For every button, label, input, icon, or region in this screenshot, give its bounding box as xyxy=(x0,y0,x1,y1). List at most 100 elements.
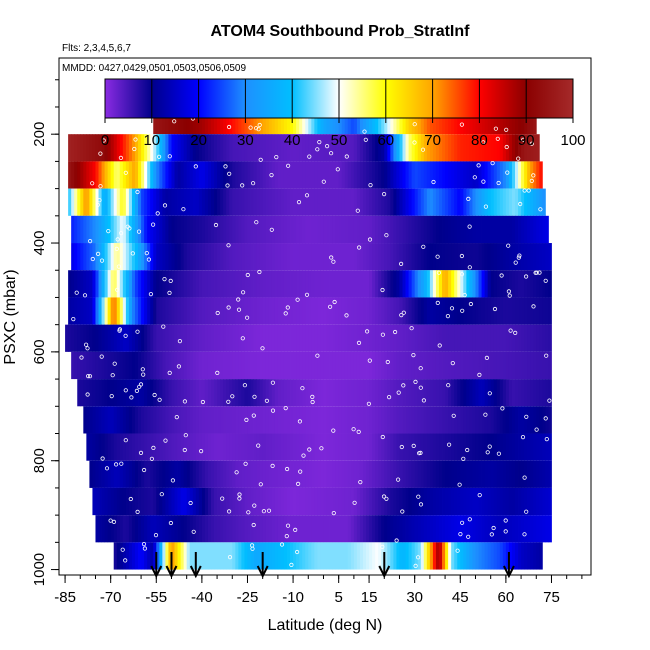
heatmap-cell xyxy=(542,215,546,244)
observation-point xyxy=(261,509,266,514)
heatmap-cell xyxy=(122,542,127,570)
heatmap-cell xyxy=(107,270,112,298)
heatmap-cell xyxy=(131,487,136,516)
heatmap-cell xyxy=(356,161,361,189)
heatmap-cell xyxy=(363,406,367,434)
heatmap-cell xyxy=(83,351,87,380)
heatmap-cell xyxy=(518,243,522,271)
heatmap-cell xyxy=(101,406,105,434)
heatmap-cell xyxy=(308,161,312,189)
observation-point xyxy=(101,138,106,143)
heatmap-cell xyxy=(223,134,227,162)
heatmap-cell xyxy=(207,433,212,461)
heatmap-cell xyxy=(496,188,501,216)
heatmap-cell xyxy=(235,487,239,516)
heatmap-cell xyxy=(487,324,492,352)
heatmap-cell xyxy=(153,134,157,162)
heatmap-cell xyxy=(475,188,479,216)
colorbar-tick-label: 100 xyxy=(560,132,585,149)
heatmap-cell xyxy=(311,351,315,380)
heatmap-cell xyxy=(445,161,449,189)
heatmap-cell xyxy=(414,297,419,325)
heatmap-cell xyxy=(156,460,160,488)
heatmap-cell xyxy=(393,161,397,189)
observation-point xyxy=(243,461,248,466)
observation-point xyxy=(157,154,162,159)
heatmap-cell xyxy=(265,433,270,461)
heatmap-cell xyxy=(390,324,394,352)
heatmap-cell xyxy=(156,379,160,407)
heatmap-cell xyxy=(527,243,531,271)
heatmap-cell xyxy=(156,297,160,325)
x-tick-label: -85 xyxy=(54,589,76,606)
heatmap-cell xyxy=(156,215,160,244)
heatmap-cell xyxy=(460,379,464,407)
heatmap-cell xyxy=(508,161,513,189)
heatmap-cell xyxy=(414,243,419,271)
observation-point xyxy=(182,447,187,453)
heatmap-cell xyxy=(217,324,221,352)
heatmap-cell xyxy=(89,460,93,488)
heatmap-cell xyxy=(98,515,102,543)
heatmap-cell xyxy=(463,487,467,516)
heatmap-cell xyxy=(323,243,327,271)
heatmap-cell xyxy=(323,324,327,352)
observation-point xyxy=(477,372,482,377)
heatmap-cell xyxy=(116,433,121,461)
heatmap-cell xyxy=(417,161,422,189)
heatmap-cell xyxy=(280,351,285,380)
heatmap-cell xyxy=(511,297,516,325)
observation-point xyxy=(162,203,168,208)
heatmap-cell xyxy=(293,215,297,244)
heatmap-cell xyxy=(122,487,127,516)
heatmap-cell xyxy=(429,351,434,380)
heatmap-cell xyxy=(195,243,200,271)
heatmap-cell xyxy=(131,188,136,216)
heatmap-cell xyxy=(256,406,261,434)
heatmap-cell xyxy=(536,542,540,570)
heatmap-cell xyxy=(238,515,242,543)
heatmap-cell xyxy=(253,161,257,189)
heatmap-cell xyxy=(505,433,510,461)
heatmap-cell xyxy=(71,243,75,271)
heatmap-cell xyxy=(162,351,166,380)
heatmap-cell xyxy=(138,134,142,162)
heatmap-cell xyxy=(153,188,157,216)
heatmap-cell xyxy=(493,161,498,189)
heatmap-cell xyxy=(280,433,285,461)
heatmap-cell xyxy=(405,161,409,189)
heatmap-cell xyxy=(396,487,400,516)
heatmap-cell xyxy=(314,460,318,488)
heatmap-cell xyxy=(423,134,428,162)
heatmap-cell xyxy=(420,324,425,352)
heatmap-cell xyxy=(372,406,376,434)
heatmap-cell xyxy=(448,134,452,162)
heatmap-cell xyxy=(423,515,428,543)
heatmap-cell xyxy=(481,106,485,135)
heatmap-cell xyxy=(262,487,267,516)
observation-point xyxy=(489,532,494,537)
heatmap-cell xyxy=(131,161,136,189)
heatmap-cell xyxy=(271,433,276,461)
heatmap-cell xyxy=(521,460,525,488)
heatmap-cell xyxy=(384,324,388,352)
heatmap-cell xyxy=(299,270,303,298)
heatmap-cell xyxy=(144,324,148,352)
heatmap-cell xyxy=(104,215,109,244)
heatmap-cell xyxy=(168,270,172,298)
heatmap-cell xyxy=(198,460,203,488)
heatmap-cell xyxy=(320,406,324,434)
heatmap-cell xyxy=(125,460,130,488)
heatmap-cell xyxy=(448,324,452,352)
heatmap-cell xyxy=(110,243,115,271)
heatmap-cell xyxy=(396,161,400,189)
heatmap-cell xyxy=(369,487,373,516)
heatmap-cell xyxy=(426,542,431,570)
heatmap-cell xyxy=(524,270,528,298)
observation-point xyxy=(294,549,300,555)
heatmap-cell xyxy=(511,188,516,216)
heatmap-cell xyxy=(542,351,546,380)
heatmap-cell xyxy=(232,433,236,461)
heatmap-cell xyxy=(335,215,340,244)
heatmap-cell xyxy=(350,188,355,216)
